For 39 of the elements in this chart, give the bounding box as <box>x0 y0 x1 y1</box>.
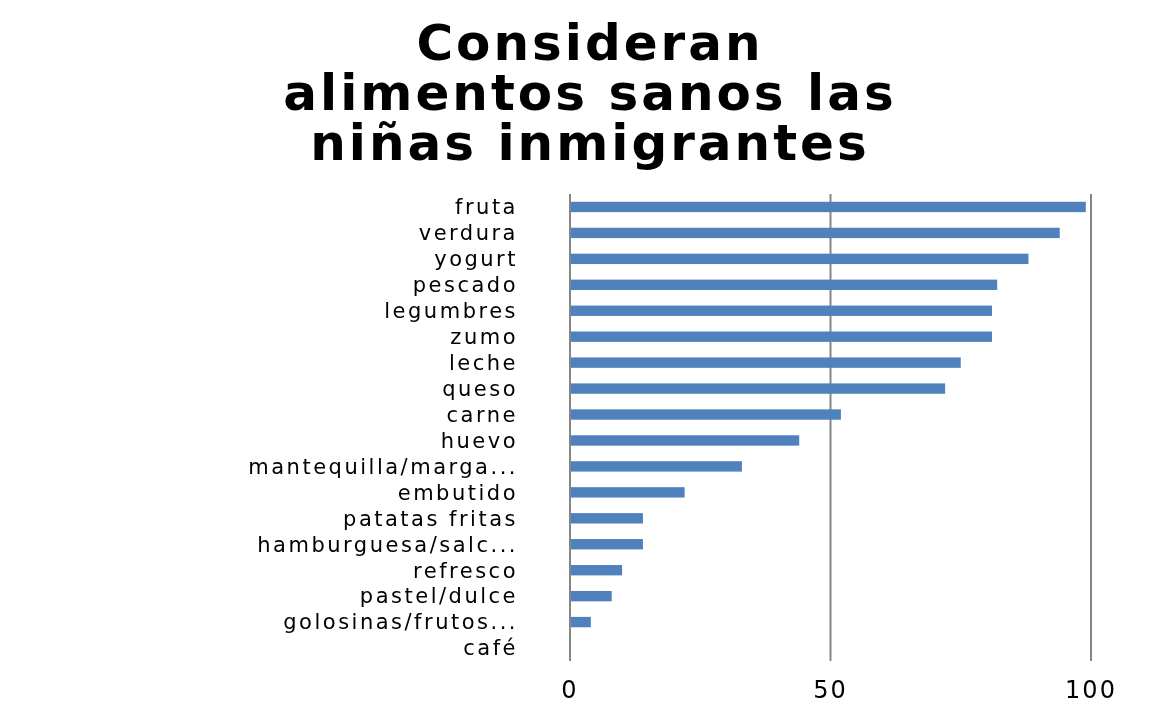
bar <box>570 590 612 602</box>
bar <box>570 565 623 576</box>
y-tick-label: café <box>463 636 518 661</box>
bar <box>570 305 993 316</box>
y-tick-label: legumbres <box>384 299 518 324</box>
bar <box>570 409 841 420</box>
y-tick-label: leche <box>448 350 518 375</box>
bar <box>570 201 1086 213</box>
y-tick-label: verdura <box>418 221 518 246</box>
y-tick-label: zumo <box>450 325 518 350</box>
y-tick-label: hamburguesa/salc... <box>257 532 518 557</box>
y-tick-label: patatas fritas <box>343 506 518 531</box>
bar <box>570 539 643 550</box>
chart-title: Consideran alimentos sanos las niñas inmigrantes <box>283 14 897 172</box>
bar <box>570 616 591 628</box>
y-tick-label: pastel/dulce <box>359 584 518 609</box>
y-tick-label: pescado <box>412 273 518 298</box>
y-tick-label: refresco <box>413 558 518 583</box>
y-tick-label: mantequilla/marga... <box>248 454 518 479</box>
bar <box>570 383 946 394</box>
bar <box>570 513 643 524</box>
bar <box>570 279 998 290</box>
y-tick-label: fruta <box>455 195 518 220</box>
y-tick-label: embutido <box>397 480 518 505</box>
bar <box>570 357 961 368</box>
bar <box>570 331 993 342</box>
bar <box>570 227 1060 239</box>
y-tick-label: queso <box>442 376 518 401</box>
bar <box>570 253 1029 265</box>
x-tick-label: 100 <box>1065 676 1117 704</box>
y-tick-label: golosinas/frutos... <box>283 610 518 635</box>
y-tick-label: yogurt <box>434 247 518 272</box>
x-tick-label: 50 <box>813 676 848 704</box>
bar <box>570 487 685 498</box>
bar <box>570 435 800 446</box>
y-tick-label: carne <box>446 402 518 427</box>
y-tick-label: huevo <box>440 428 518 453</box>
bar <box>570 461 742 472</box>
x-tick-label: 0 <box>561 676 579 704</box>
